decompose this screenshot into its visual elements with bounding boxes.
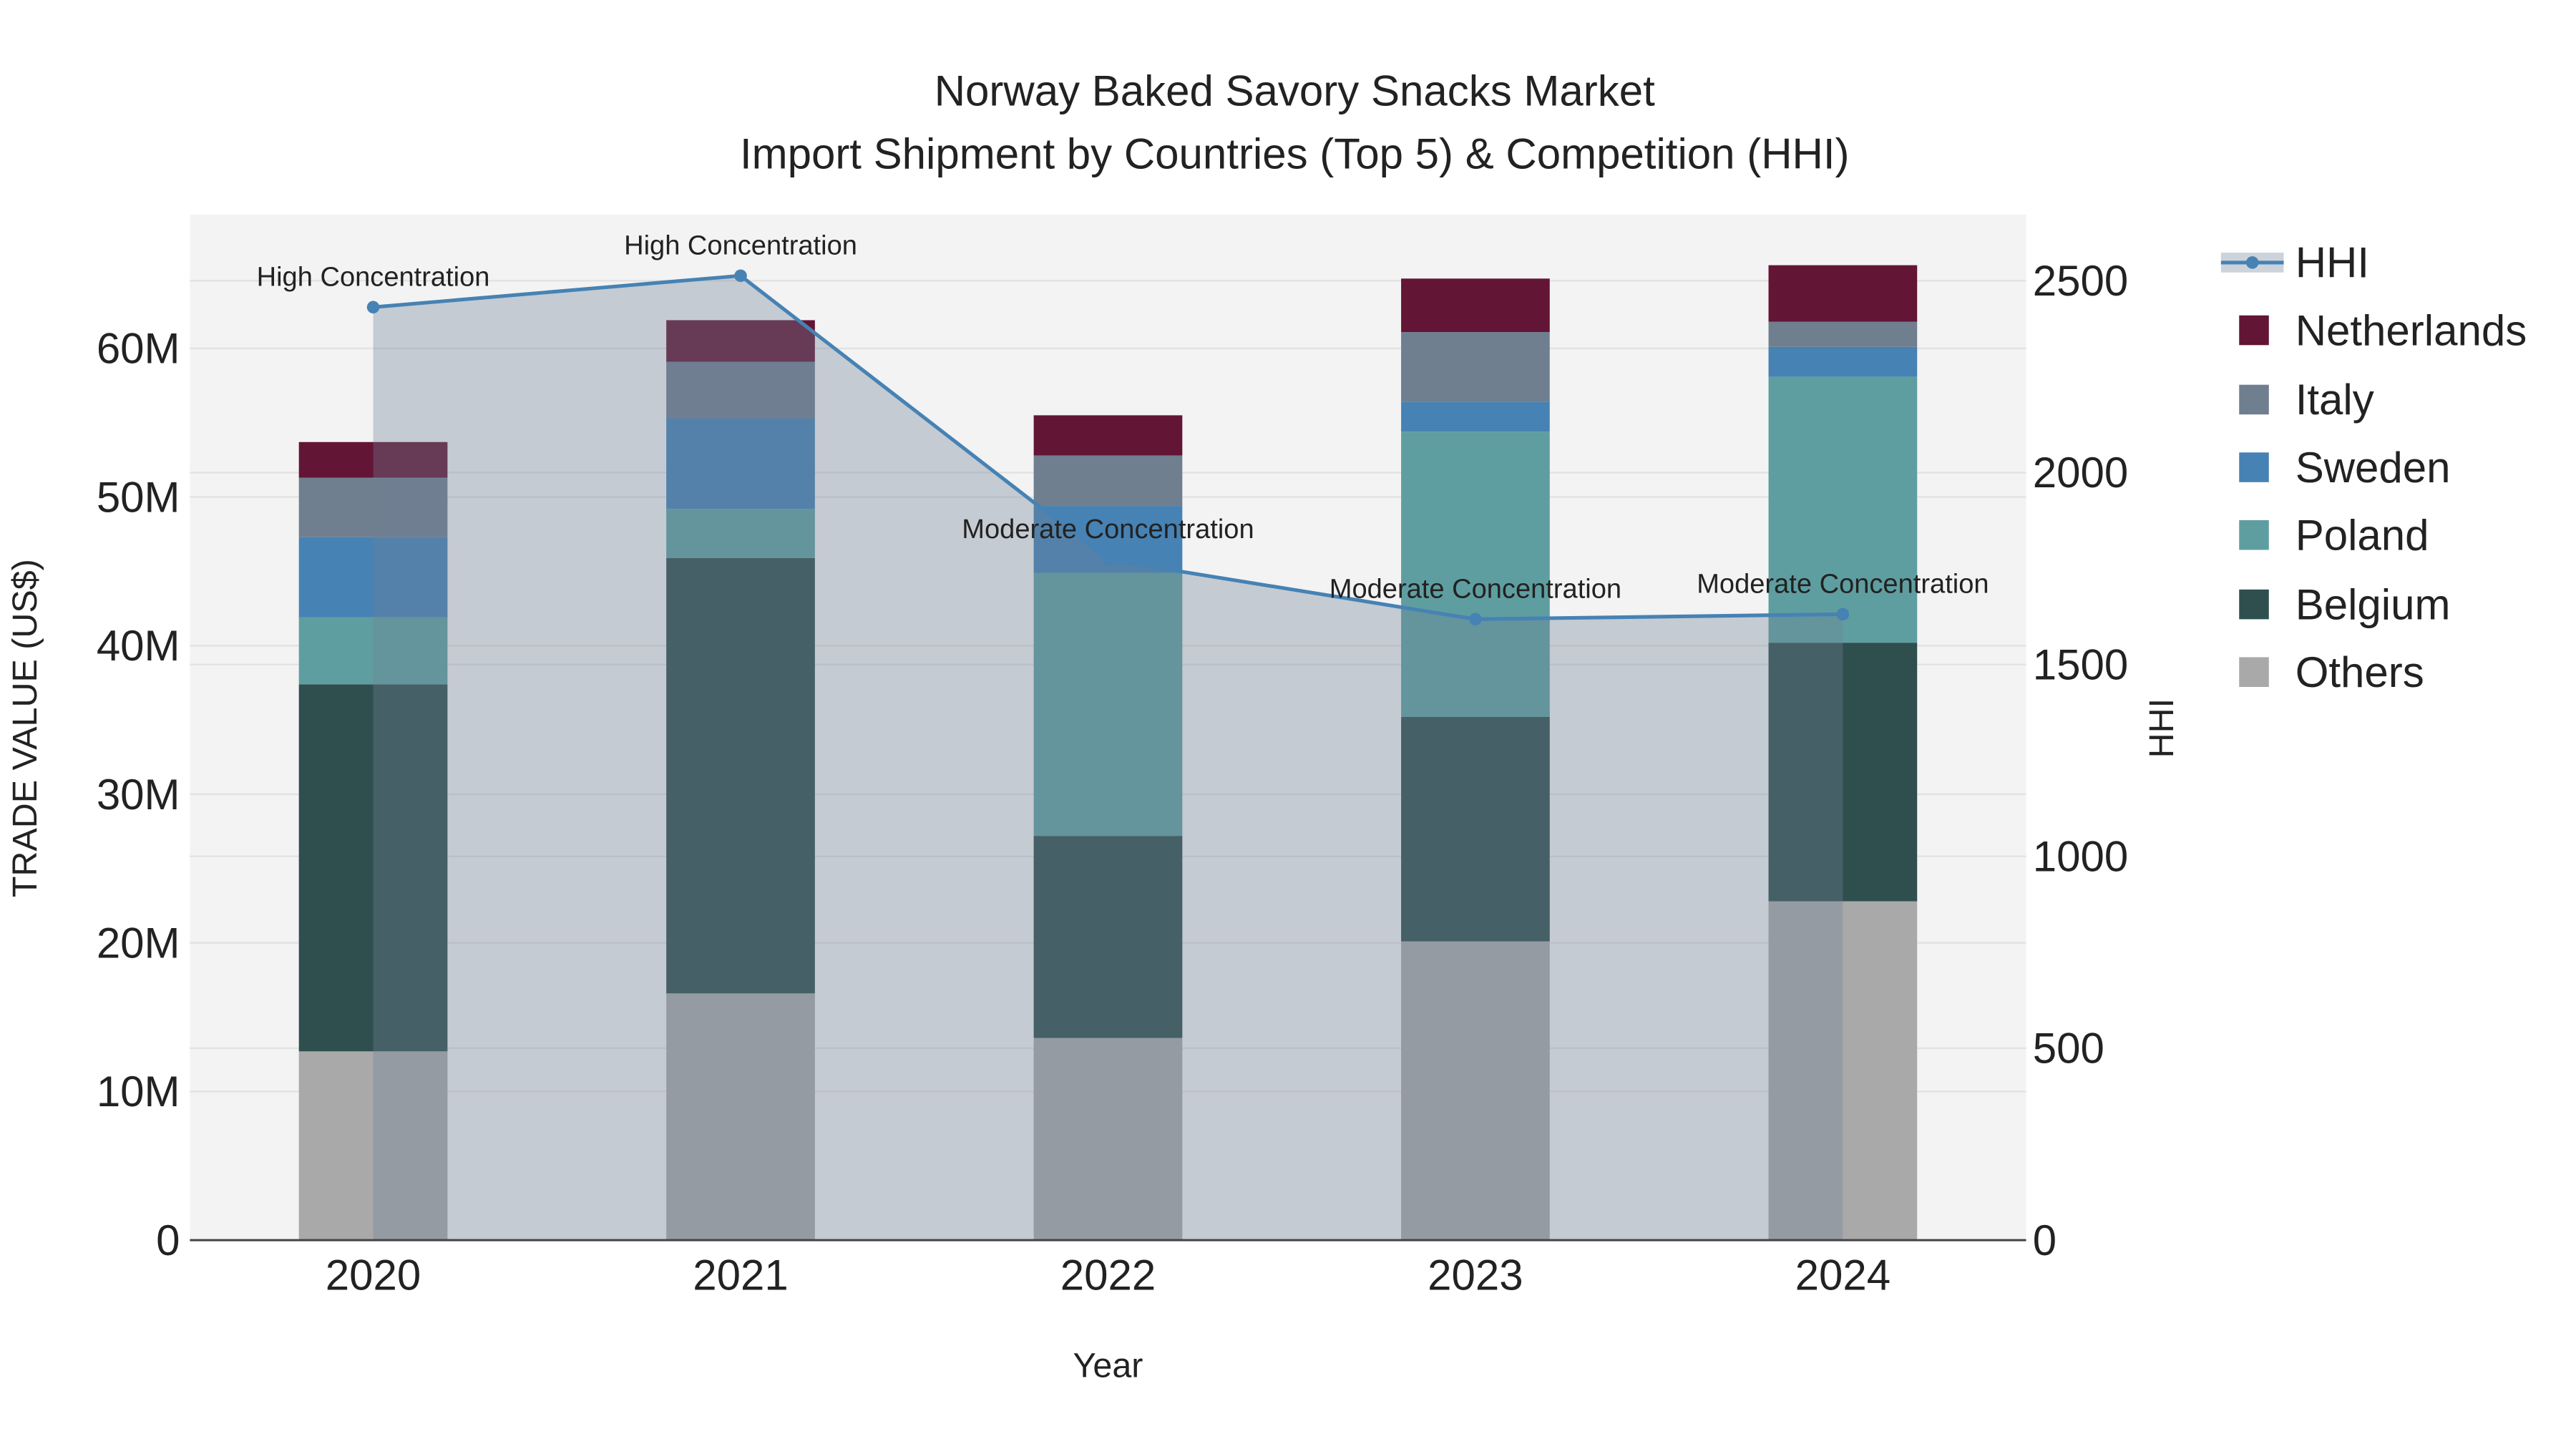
y2-tick-label: 500 xyxy=(2033,1025,2104,1073)
legend-label-netherlands: Netherlands xyxy=(2296,306,2527,354)
hhi-point xyxy=(1469,613,1482,626)
bar-others-2023 xyxy=(1401,941,1550,1241)
y-tick-label: 30M xyxy=(97,771,180,819)
legend-label-italy: Italy xyxy=(2296,376,2374,424)
hhi-series: High Concentration High Concentration Mode… xyxy=(257,230,1989,1241)
chart-subtitle: Import Shipment by Countries (Top 5) & C… xyxy=(740,130,1850,177)
y-tick-label: 20M xyxy=(97,919,180,967)
y2-tick-label: 1500 xyxy=(2033,640,2128,688)
hhi-point xyxy=(1101,553,1115,566)
bar-poland-2020 xyxy=(298,617,448,685)
x-tick-label: 2022 xyxy=(1060,1251,1156,1299)
y-axis-title: TRADE VALUE (US$) xyxy=(6,559,44,897)
y2-tick-label: 1000 xyxy=(2033,833,2128,881)
chart-title: Norway Baked Savory Snacks Market xyxy=(935,67,1655,115)
x-tick-label: 2020 xyxy=(326,1251,421,1299)
bar-poland-2021 xyxy=(666,509,815,558)
y2-tick-label: 2500 xyxy=(2033,257,2128,305)
legend-label-belgium: Belgium xyxy=(2296,580,2451,628)
legend-label-others: Others xyxy=(2296,648,2424,696)
y-tick-label: 10M xyxy=(97,1068,180,1116)
bar-others-2020 xyxy=(298,1051,448,1241)
bar-sweden-2021 xyxy=(666,418,815,509)
hhi-annotation: High Concentration xyxy=(257,262,490,292)
y-tick-label: 0 xyxy=(156,1216,180,1264)
bar-netherlands-2023 xyxy=(1401,278,1550,333)
hhi-point xyxy=(1836,608,1850,621)
bar-italy-2023 xyxy=(1401,332,1550,402)
bar-italy-2021 xyxy=(666,361,815,419)
bar-netherlands-2020 xyxy=(298,441,448,478)
bar-belgium-2021 xyxy=(666,557,815,994)
bar-poland-2022 xyxy=(1033,572,1183,836)
legend-swatch-italy xyxy=(2239,384,2269,415)
legend-swatch-poland xyxy=(2239,519,2269,550)
bar-others-2021 xyxy=(666,993,815,1241)
bar-belgium-2023 xyxy=(1401,717,1550,942)
bar-others-2024 xyxy=(1768,901,1918,1241)
bar-sweden-2024 xyxy=(1768,346,1918,377)
y-tick-label: 50M xyxy=(97,473,180,521)
y2-tick-label: 2000 xyxy=(2033,449,2128,497)
bar-belgium-2024 xyxy=(1768,643,1918,902)
legend-hhi-marker xyxy=(2245,256,2259,269)
hhi-area-fill xyxy=(373,275,1843,1241)
y-tick-label: 40M xyxy=(97,622,180,670)
x-tick-label: 2024 xyxy=(1795,1251,1890,1299)
bar-poland-2023 xyxy=(1401,431,1550,717)
bar-italy-2022 xyxy=(1033,455,1183,507)
hhi-point xyxy=(734,269,747,283)
bar-poland-2024 xyxy=(1768,376,1918,643)
x-tick-label: 2023 xyxy=(1428,1251,1523,1299)
legend-swatch-sweden xyxy=(2239,452,2269,482)
legend-label-poland: Poland xyxy=(2296,511,2429,559)
bar-belgium-2020 xyxy=(298,684,448,1052)
bar-netherlands-2021 xyxy=(666,320,815,362)
legend-swatch-belgium xyxy=(2239,589,2269,620)
bar-netherlands-2022 xyxy=(1033,415,1183,456)
bar-others-2022 xyxy=(1033,1038,1183,1241)
y2-axis-title: HHI xyxy=(2142,698,2181,758)
bar-sweden-2023 xyxy=(1401,401,1550,432)
y2-tick-label: 0 xyxy=(2033,1216,2057,1264)
hhi-point xyxy=(366,301,380,314)
legend-label-hhi: HHI xyxy=(2296,239,2369,287)
x-tick-label: 2021 xyxy=(693,1251,788,1299)
hhi-annotation: Moderate Concentration xyxy=(1330,574,1621,604)
legend-swatch-others xyxy=(2239,657,2269,687)
tick-labels: 0 10M 20M 30M 40M 50M 60M 0 500 1000 1500 2000 2500 2… xyxy=(97,257,2128,1299)
y-tick-label: 60M xyxy=(97,325,180,373)
hhi-annotation: Moderate Concentration xyxy=(962,514,1254,545)
bar-netherlands-2024 xyxy=(1768,265,1918,322)
legend: HHI Netherlands Italy Sweden Poland Belgium Ot… xyxy=(2220,239,2527,696)
bar-italy-2020 xyxy=(298,477,448,537)
bar-sweden-2020 xyxy=(298,537,448,618)
bar-italy-2024 xyxy=(1768,321,1918,347)
x-axis-title: Year xyxy=(1073,1347,1143,1385)
legend-swatch-netherlands xyxy=(2239,315,2269,346)
legend-label-sweden: Sweden xyxy=(2296,444,2451,492)
hhi-annotation: Moderate Concentration xyxy=(1697,569,1989,599)
hhi-annotation: High Concentration xyxy=(624,230,857,260)
bar-belgium-2022 xyxy=(1033,836,1183,1038)
bars xyxy=(298,265,1918,1241)
